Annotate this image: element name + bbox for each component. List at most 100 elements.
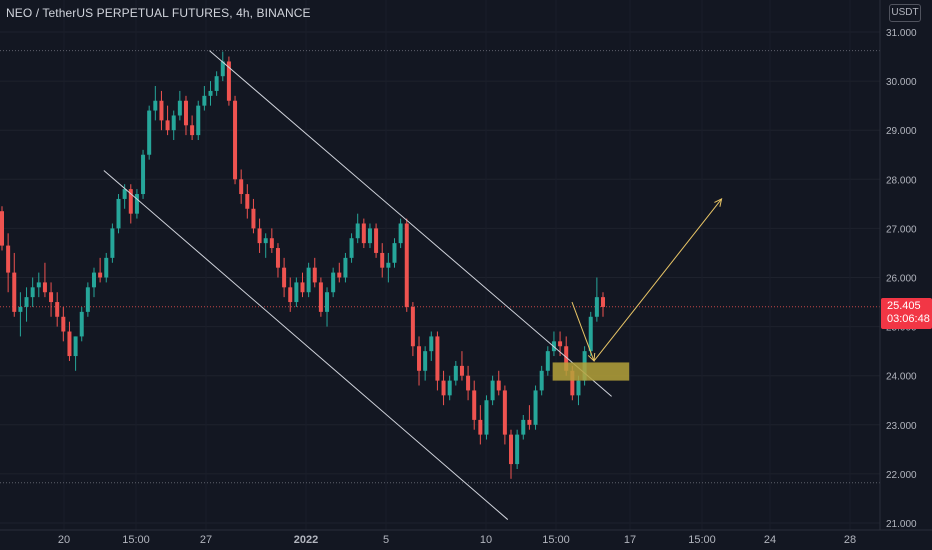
candle-body xyxy=(122,189,127,199)
candle-body xyxy=(233,100,238,180)
candle-body xyxy=(226,61,231,101)
candle-body xyxy=(545,351,550,371)
time-tick-label: 24 xyxy=(764,534,776,546)
candle-body xyxy=(459,365,464,376)
time-axis[interactable]: 20 15:00 27 2022 5 10 15:00 17 15:00 24 28 xyxy=(0,529,932,546)
candle-body xyxy=(447,380,452,396)
candle-body xyxy=(380,252,385,268)
candle-body xyxy=(453,365,458,381)
candle-body xyxy=(300,282,305,293)
currency-button[interactable]: USDT xyxy=(889,4,921,22)
candle-body xyxy=(110,228,115,258)
price-tick-label: 31.000 xyxy=(886,28,917,39)
channel-upper-line xyxy=(209,50,612,397)
candle-body xyxy=(601,297,605,307)
channel-lower-line xyxy=(103,170,509,520)
price-tick-label: 22.000 xyxy=(886,470,917,481)
candle-body xyxy=(269,238,274,249)
candle-body xyxy=(588,316,593,352)
time-tick-label: 27 xyxy=(200,534,212,546)
candle-body xyxy=(153,100,158,111)
candle-body xyxy=(91,272,96,288)
candle-body xyxy=(490,380,495,401)
candle-body xyxy=(79,311,84,337)
candle-body xyxy=(104,257,109,278)
candle-body xyxy=(85,287,90,312)
candle-body xyxy=(318,282,323,312)
candle-body xyxy=(282,267,287,288)
candle-body xyxy=(441,380,446,396)
last-price-value: 25.405 xyxy=(887,300,921,312)
candle-body xyxy=(134,194,139,214)
candle-body xyxy=(392,243,397,263)
candle-body xyxy=(294,282,299,303)
candle-body xyxy=(73,336,78,357)
candle-body xyxy=(177,100,182,116)
candle-body xyxy=(159,100,164,121)
arrow-down-segment xyxy=(571,301,595,362)
candle-body xyxy=(288,287,293,303)
candle-body xyxy=(398,223,403,244)
candle-body xyxy=(533,390,538,425)
time-tick-label: 15:00 xyxy=(688,534,716,546)
candle-body xyxy=(429,336,434,352)
candle-body xyxy=(67,331,72,357)
candle-body xyxy=(98,272,103,278)
candles xyxy=(0,51,605,479)
candle-body xyxy=(502,390,507,435)
price-tick-label: 21.000 xyxy=(886,519,917,530)
candle-body xyxy=(361,223,366,244)
candle-body xyxy=(220,61,225,77)
last-price-tag: 25.405 03:06:48 xyxy=(881,298,932,329)
time-tick-label: 17 xyxy=(624,534,636,546)
arrow-up-segment xyxy=(593,198,722,362)
candle-body xyxy=(325,292,330,312)
candle-body xyxy=(423,351,428,371)
price-tick-label: 23.000 xyxy=(886,421,917,432)
price-axis[interactable]: 21.00022.00023.00024.00025.00026.00027.0… xyxy=(879,0,917,530)
candle-body xyxy=(214,76,219,91)
candle-body xyxy=(386,262,391,268)
time-tick-label: 2022 xyxy=(294,534,318,546)
candle-body xyxy=(312,267,317,283)
candle-body xyxy=(202,95,207,106)
candle-body xyxy=(435,336,440,381)
candle-body xyxy=(521,419,526,435)
candle-body xyxy=(496,380,501,391)
candle-body xyxy=(343,257,348,278)
candle-body xyxy=(337,272,342,278)
candle-body xyxy=(367,228,372,244)
candle-body xyxy=(0,211,4,246)
price-tick-label: 26.000 xyxy=(886,274,917,285)
candle-body xyxy=(257,228,262,244)
candle-body xyxy=(576,380,581,396)
candle-body xyxy=(349,238,354,258)
candle-body xyxy=(24,297,29,307)
arrow-head-down xyxy=(587,352,596,363)
candle-body xyxy=(6,245,11,273)
candle-body xyxy=(116,198,121,229)
candle-body xyxy=(147,110,152,155)
candle-body xyxy=(196,105,201,136)
candle-body xyxy=(331,272,336,293)
chart-title: NEO / TetherUS PERPETUAL FUTURES, 4h, BI… xyxy=(6,6,311,20)
candle-body xyxy=(275,248,280,268)
candle-body xyxy=(509,434,514,465)
candle-body xyxy=(478,419,483,435)
time-tick-label: 5 xyxy=(383,534,389,546)
candle-body xyxy=(558,341,563,347)
candle-body xyxy=(404,223,409,307)
candle-body xyxy=(190,125,195,136)
candle-body xyxy=(570,370,575,396)
candle-body xyxy=(36,282,41,288)
candle-body xyxy=(128,189,133,214)
bar-countdown: 03:06:48 xyxy=(887,313,930,325)
candle-body xyxy=(165,120,170,131)
price-tick-label: 27.000 xyxy=(886,224,917,235)
price-tick-label: 24.000 xyxy=(886,372,917,383)
candle-body xyxy=(30,287,35,298)
candle-body xyxy=(245,194,250,209)
candle-body xyxy=(55,302,60,317)
candle-body xyxy=(594,297,599,317)
